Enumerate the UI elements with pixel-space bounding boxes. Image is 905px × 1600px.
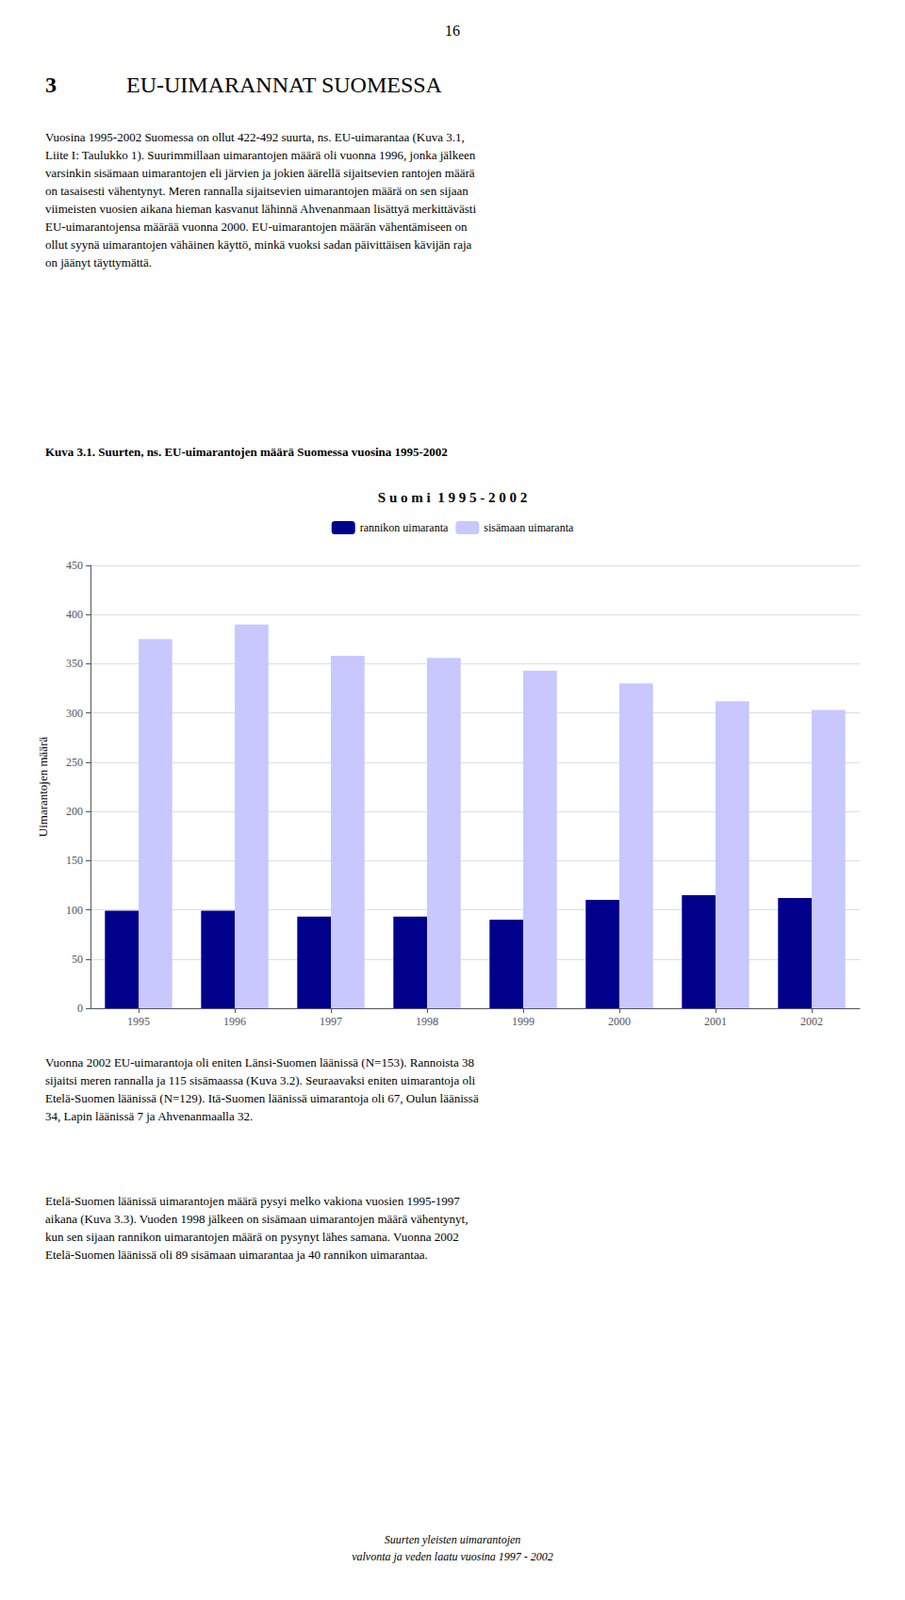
svg-text:1997: 1997 — [319, 1015, 343, 1029]
svg-text:200: 200 — [65, 805, 83, 819]
svg-text:EU-uimarantojensa määrää vuonn: EU-uimarantojensa määrää vuonna 2000. EU… — [45, 219, 468, 234]
svg-text:Uimarantojen määrä: Uimarantojen määrä — [35, 737, 50, 839]
svg-text:450: 450 — [65, 559, 83, 573]
svg-text:50: 50 — [71, 953, 83, 967]
svg-text:Vuonna 2002 EU-uimarantoja oli: Vuonna 2002 EU-uimarantoja oli eniten Lä… — [45, 1055, 475, 1070]
svg-text:400: 400 — [65, 608, 83, 622]
svg-text:varsinkin sisämaan uimarantoje: varsinkin sisämaan uimarantojen eli järv… — [45, 165, 476, 181]
svg-text:EU-UIMARANNAT SUOMESSA: EU-UIMARANNAT SUOMESSA — [126, 72, 444, 98]
svg-text:1998: 1998 — [415, 1015, 439, 1029]
svg-text:150: 150 — [65, 854, 83, 868]
svg-text:300: 300 — [65, 707, 83, 721]
svg-text:34, Lapin läänissä 7 ja Ahvena: 34, Lapin läänissä 7 ja Ahvenanmaalla 32… — [45, 1109, 253, 1124]
svg-text:viimeisten vuosien aikana hiem: viimeisten vuosien aikana hieman kasvanu… — [45, 201, 477, 216]
svg-text:Liite I: Taulukko 1). Suurimmi: Liite I: Taulukko 1). Suurimmillaan uima… — [45, 148, 477, 163]
svg-text:kun sen sijaan rannikon uimara: kun sen sijaan rannikon uimarantojen mää… — [45, 1230, 460, 1245]
svg-text:Etelä-Suomen läänissä uimarant: Etelä-Suomen läänissä uimarantojen määrä… — [45, 1194, 461, 1209]
svg-text:Suurten yleisten uimarantojen: Suurten yleisten uimarantojen — [384, 1533, 522, 1547]
svg-text:1999: 1999 — [511, 1015, 535, 1029]
svg-text:0: 0 — [77, 1002, 83, 1016]
svg-text:rannikon uimaranta: rannikon uimaranta — [360, 521, 449, 535]
svg-text:250: 250 — [65, 756, 83, 770]
svg-text:Kuva 3.1. Suurten, ns. EU-uima: Kuva 3.1. Suurten, ns. EU-uimarantojen m… — [45, 444, 448, 460]
svg-text:2001: 2001 — [704, 1015, 727, 1029]
svg-text:Etelä-Suomen läänissä (N=129).: Etelä-Suomen läänissä (N=129). Itä-Suome… — [45, 1091, 479, 1106]
svg-text:Etelä-Suomen läänissä oli 89 s: Etelä-Suomen läänissä oli 89 sisämaan ui… — [45, 1248, 428, 1263]
svg-text:Vuosina 1995-2002 Suomessa on: Vuosina 1995-2002 Suomessa on ollut 422-… — [45, 130, 465, 145]
svg-text:on jäänyt täyttymättä.: on jäänyt täyttymättä. — [45, 255, 152, 270]
svg-text:valvonta ja veden laatu vuosin: valvonta ja veden laatu vuosina 1997 - 2… — [351, 1550, 554, 1564]
svg-text:100: 100 — [65, 904, 83, 918]
svg-text:ollut syynä uimarantojen vähäi: ollut syynä uimarantojen vähäinen käyttö… — [45, 237, 473, 252]
svg-text:S u o m i 1 9 9 5 - 2 0 0 2: S u o m i 1 9 9 5 - 2 0 0 2 — [378, 490, 527, 506]
svg-text:16: 16 — [444, 22, 461, 39]
svg-text:sijaitsi meren rannalla ja 115: sijaitsi meren rannalla ja 115 sisämaass… — [45, 1073, 477, 1088]
svg-text:aikana (Kuva 3.3). Vuoden 1998: aikana (Kuva 3.3). Vuoden 1998 jälkeen o… — [45, 1212, 468, 1227]
svg-text:350: 350 — [65, 657, 83, 671]
svg-text:on tasaisesti vähentynyt. Mere: on tasaisesti vähentynyt. Meren rannalla… — [45, 183, 469, 198]
svg-text:1996: 1996 — [223, 1015, 247, 1029]
svg-text:3: 3 — [45, 72, 57, 98]
svg-text:2002: 2002 — [800, 1015, 823, 1029]
svg-text:1995: 1995 — [127, 1015, 150, 1029]
svg-text:2000: 2000 — [608, 1015, 631, 1029]
svg-text:sisämaan uimaranta: sisämaan uimaranta — [483, 521, 575, 535]
